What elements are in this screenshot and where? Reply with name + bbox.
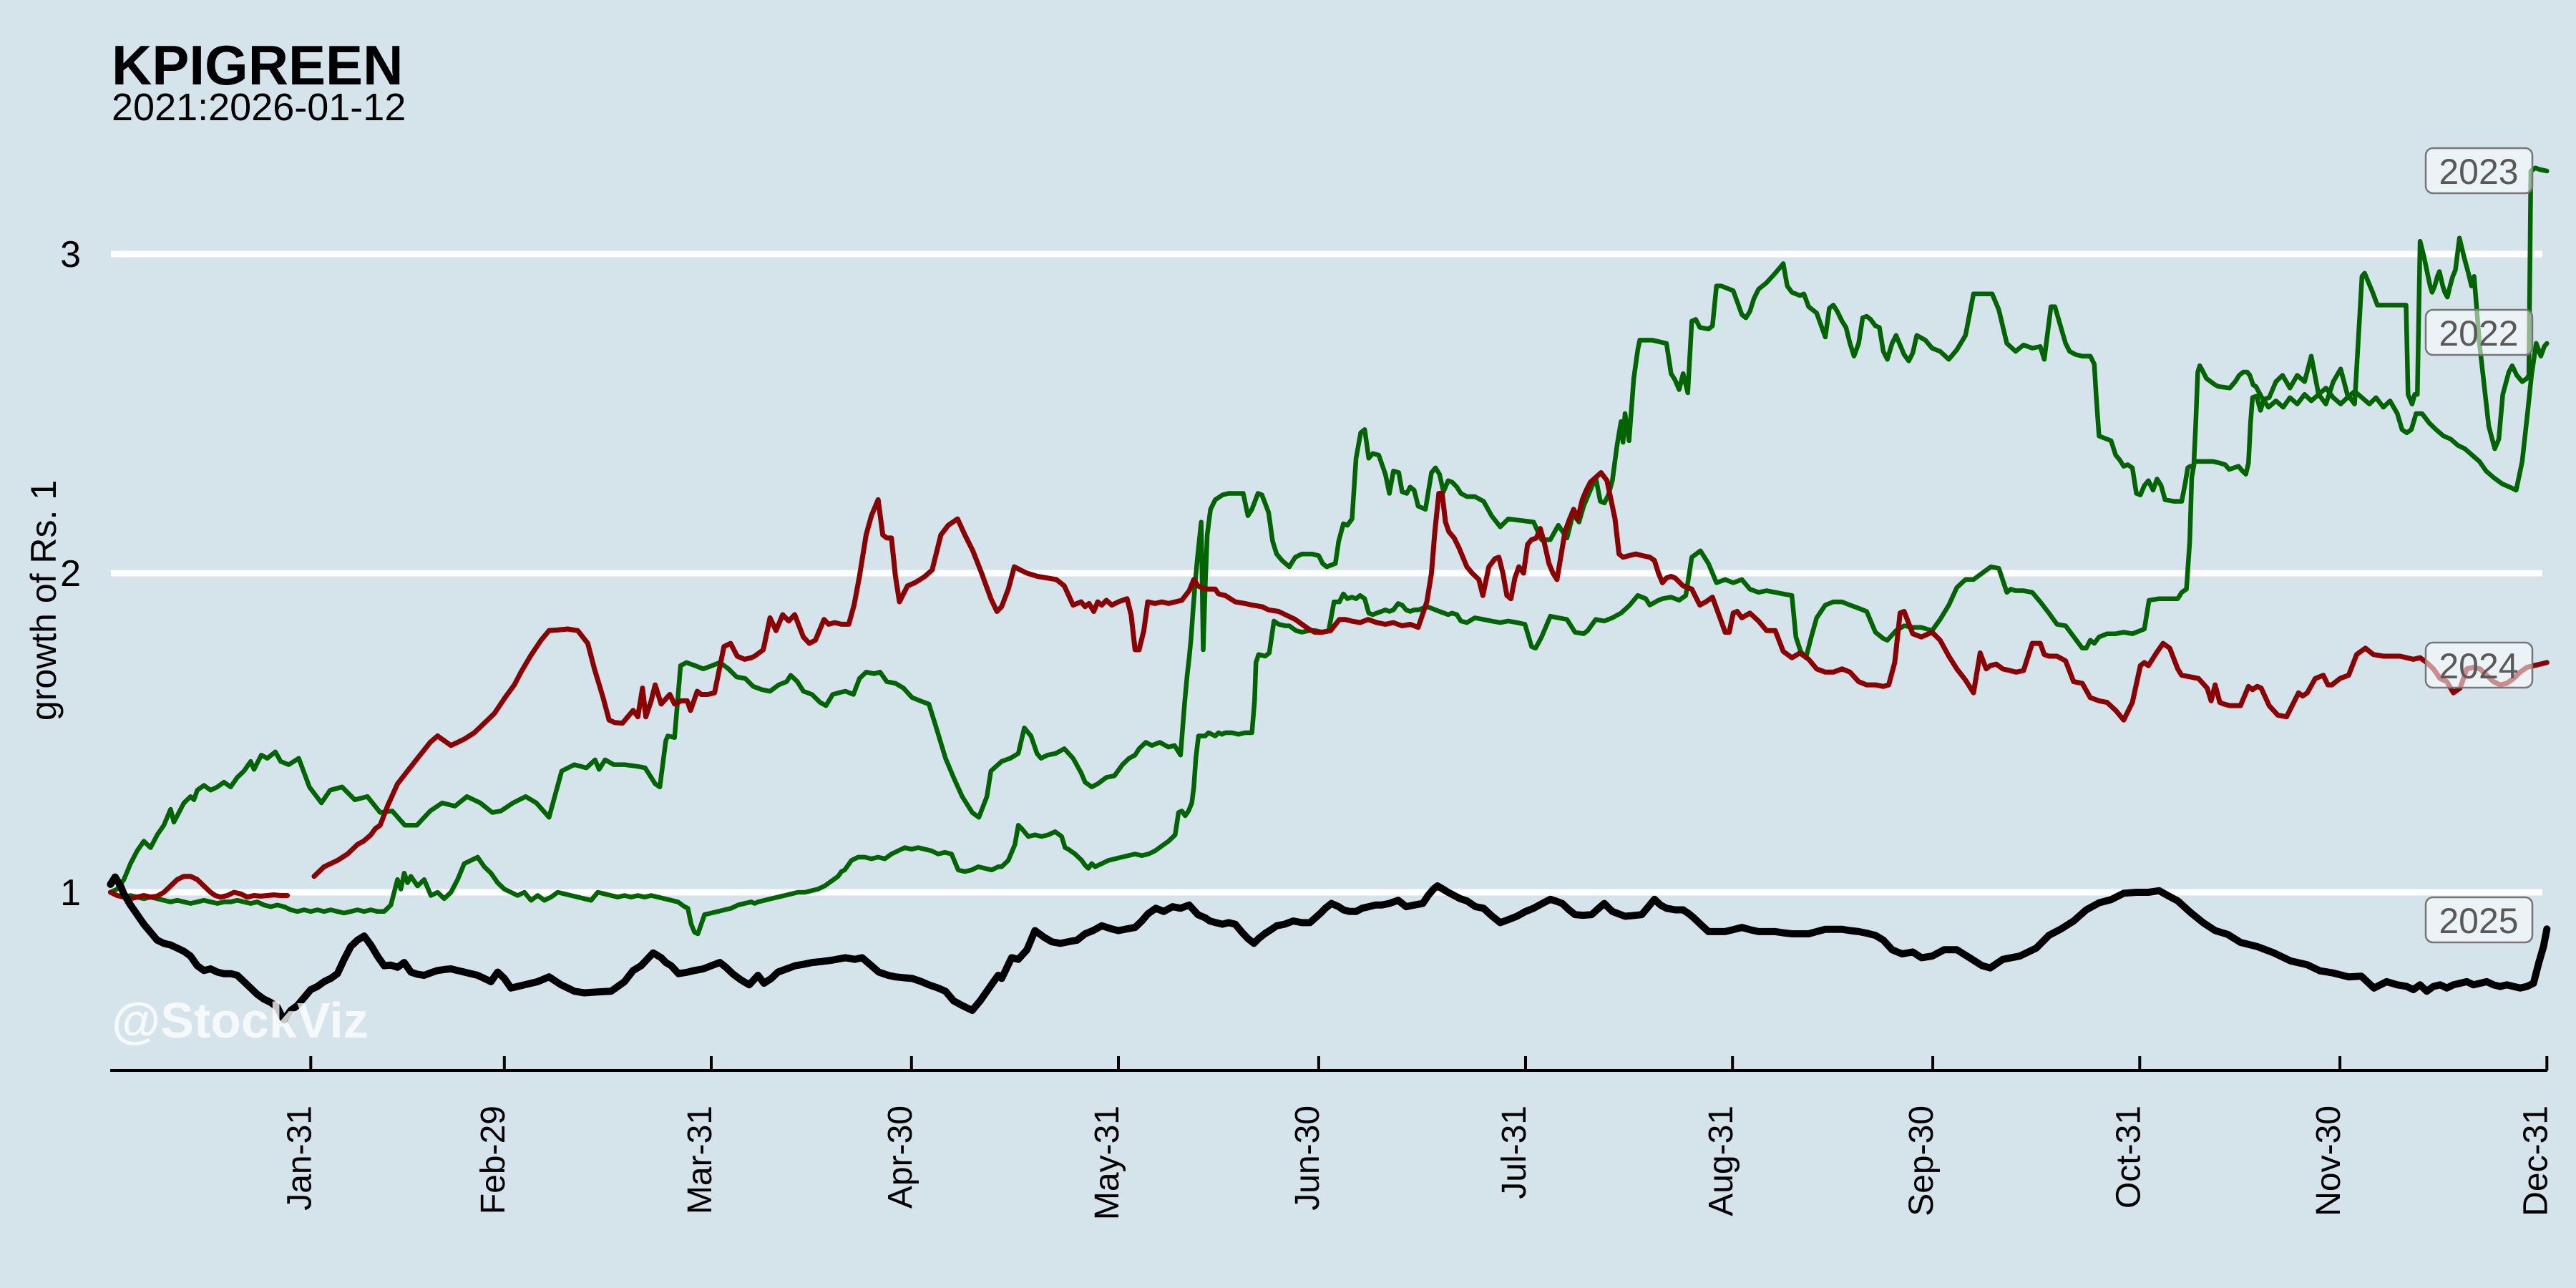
svg-text:2024: 2024 — [2439, 646, 2518, 686]
svg-text:Jul-31: Jul-31 — [1496, 1106, 1533, 1199]
svg-text:Sep-30: Sep-30 — [1903, 1106, 1941, 1216]
svg-text:May-31: May-31 — [1088, 1106, 1126, 1220]
svg-text:Dec-31: Dec-31 — [2517, 1106, 2555, 1216]
svg-text:growth of Rs. 1: growth of Rs. 1 — [24, 480, 64, 721]
svg-text:2023: 2023 — [2439, 152, 2518, 192]
svg-text:Feb-29: Feb-29 — [474, 1106, 512, 1214]
svg-text:KPIGREEN: KPIGREEN — [112, 34, 403, 97]
svg-text:1: 1 — [60, 872, 81, 914]
svg-text:2021:2026-01-12: 2021:2026-01-12 — [112, 86, 406, 129]
svg-text:Nov-30: Nov-30 — [2310, 1106, 2348, 1216]
svg-text:Jun-30: Jun-30 — [1289, 1106, 1327, 1211]
svg-text:@StockViz: @StockViz — [112, 992, 369, 1048]
svg-text:Mar-31: Mar-31 — [681, 1106, 719, 1214]
svg-text:Apr-30: Apr-30 — [882, 1106, 919, 1209]
svg-text:Aug-31: Aug-31 — [1702, 1106, 1740, 1216]
svg-text:2: 2 — [60, 553, 81, 595]
svg-text:Oct-31: Oct-31 — [2109, 1106, 2147, 1209]
svg-text:2022: 2022 — [2439, 313, 2518, 353]
svg-text:3: 3 — [60, 234, 81, 275]
svg-text:2025: 2025 — [2439, 901, 2518, 941]
svg-text:Jan-31: Jan-31 — [280, 1106, 318, 1211]
